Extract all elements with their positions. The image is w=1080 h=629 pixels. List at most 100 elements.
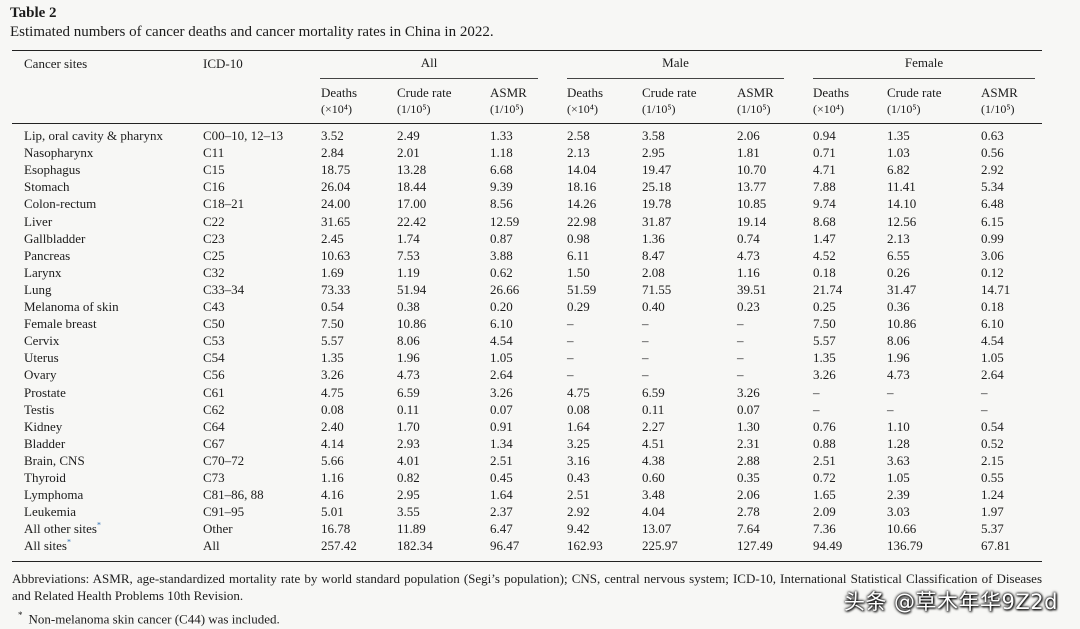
header-rule xyxy=(12,123,1042,124)
cell-icd: C00–10, 12–13 xyxy=(203,128,284,143)
header-icd: ICD-10 xyxy=(203,56,243,71)
cell-value: 13.77 xyxy=(737,179,767,195)
cell-value: 2.51 xyxy=(567,487,590,503)
site-name: Cervix xyxy=(24,333,60,349)
cell-value: 31.87 xyxy=(642,213,672,229)
cell-value: 3.25 xyxy=(567,435,590,451)
cell-value: 3.16 xyxy=(567,452,590,468)
header-group-female: Female xyxy=(904,55,944,70)
cell-value: 8.68 xyxy=(813,213,836,229)
cell-site: Cervix xyxy=(24,332,59,349)
subheader-unit: (1/10⁵) xyxy=(887,102,921,116)
cell-value: 18.16 xyxy=(567,179,597,195)
cell-value: 13.07 xyxy=(642,521,672,537)
cell-value: 26.04 xyxy=(321,179,351,195)
cell-value: 2.93 xyxy=(397,435,420,451)
cell-icd: C32 xyxy=(203,264,225,280)
cell-value: 0.99 xyxy=(981,230,1004,246)
cell-value: 6.82 xyxy=(887,162,910,178)
watermark: 头条 @草木年华9Z2d xyxy=(843,590,1058,614)
cell-value: 2.39 xyxy=(887,487,910,503)
site-name: Thyroid xyxy=(24,470,66,485)
subheader-name: ASMR xyxy=(981,85,1018,100)
site-name: Bladder xyxy=(24,435,66,451)
cell-icd: C54 xyxy=(203,350,225,366)
site-name: Ovary xyxy=(24,367,57,383)
cell-value: 4.73 xyxy=(737,247,760,263)
cell-value: 0.82 xyxy=(397,470,420,485)
cell-value: 1.16 xyxy=(737,264,760,280)
cell-value: 8.06 xyxy=(397,333,420,349)
cell-value: 3.26 xyxy=(737,384,760,400)
site-name: Stomach xyxy=(24,179,70,195)
site-name: All other sites xyxy=(24,521,97,537)
cell-value: 1.74 xyxy=(397,230,420,246)
table-label: Table 2 xyxy=(10,5,57,21)
cell-icd: C43 xyxy=(203,299,225,314)
cell-value: – xyxy=(567,350,574,366)
site-name: Pancreas xyxy=(24,247,71,263)
subheader-unit: (1/10⁵) xyxy=(737,102,771,116)
cell-value: 10.86 xyxy=(397,316,427,332)
subheader-unit: (1/10⁵) xyxy=(981,102,1015,116)
cell-value: 16.78 xyxy=(321,521,351,537)
cell-value: 8.06 xyxy=(887,333,910,349)
header-group-all: All xyxy=(420,55,438,70)
cell-value: 3.03 xyxy=(887,504,910,520)
cell-value: 257.42 xyxy=(321,538,357,554)
cell-value: 5.66 xyxy=(321,452,344,468)
cell-value: 0.76 xyxy=(813,418,836,434)
cell-value: 8.47 xyxy=(642,247,665,263)
cell-value: 0.72 xyxy=(813,470,836,485)
group-underline-all xyxy=(320,78,538,79)
cell-icd: C23 xyxy=(203,230,225,246)
cell-value: 2.88 xyxy=(737,452,760,468)
cell-value: – xyxy=(737,367,744,383)
cell-value: 1.96 xyxy=(887,350,910,366)
cell-value: 21.74 xyxy=(813,281,843,297)
cell-value: 25.18 xyxy=(642,179,672,195)
cell-value: 4.71 xyxy=(813,162,836,178)
subheader-unit: (1/10⁵) xyxy=(490,102,524,116)
cell-value: 6.48 xyxy=(981,196,1004,212)
cell-value: – xyxy=(887,384,894,400)
cell-value: 2.92 xyxy=(981,162,1004,178)
cell-value: 7.50 xyxy=(813,316,836,332)
cell-value: 3.26 xyxy=(813,367,836,383)
cell-value: 0.40 xyxy=(642,299,665,314)
cell-value: 0.60 xyxy=(642,470,665,485)
cell-value: 18.44 xyxy=(397,179,427,195)
cell-icd: C81–86, 88 xyxy=(203,487,264,503)
site-name: Lip, oral cavity & pharynx xyxy=(24,128,163,143)
cell-value: 5.37 xyxy=(981,521,1004,537)
cell-icd: Other xyxy=(203,521,233,537)
cell-site: Ovary xyxy=(24,366,57,383)
cell-value: 1.70 xyxy=(397,418,420,434)
cell-site: All sites* xyxy=(24,537,71,554)
footnote-ref: * xyxy=(96,520,101,530)
cell-value: 10.86 xyxy=(887,316,917,332)
site-name: Female breast xyxy=(24,316,97,332)
cell-value: 1.03 xyxy=(887,145,910,161)
cell-value: – xyxy=(642,350,649,366)
cell-value: 4.16 xyxy=(321,487,344,503)
cell-icd: C22 xyxy=(203,213,225,229)
cell-value: 19.14 xyxy=(737,213,767,229)
cell-value: 0.07 xyxy=(490,401,513,417)
footnote: * Non-melanoma skin cancer (C44) was incl… xyxy=(18,607,280,627)
subheader-unit: (×10⁴) xyxy=(321,102,352,116)
cell-value: 2.13 xyxy=(567,145,590,161)
cell-value: 5.34 xyxy=(981,179,1004,195)
cell-value: 4.75 xyxy=(567,384,590,400)
cell-value: 0.55 xyxy=(981,470,1004,485)
cell-value: 2.06 xyxy=(737,128,760,143)
subheader-name: Deaths xyxy=(813,85,850,100)
group-underline-female xyxy=(813,78,1035,79)
cell-value: 0.52 xyxy=(981,435,1004,451)
cell-site: Stomach xyxy=(24,178,70,195)
cell-value: 11.41 xyxy=(887,179,916,195)
cell-value: 2.27 xyxy=(642,418,665,434)
cell-value: 2.37 xyxy=(490,504,513,520)
site-name: Esophagus xyxy=(24,162,81,178)
cell-value: 1.97 xyxy=(981,504,1004,520)
